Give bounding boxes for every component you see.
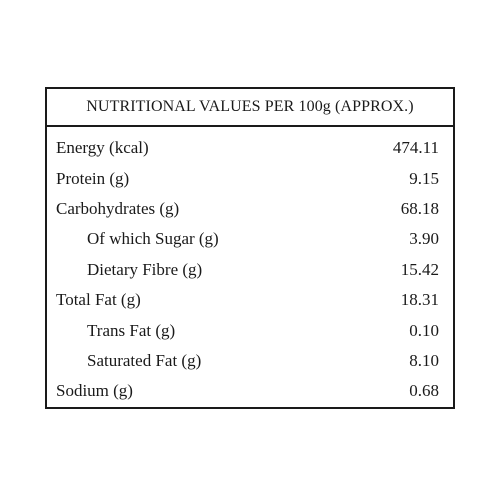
nutrient-value: 15.42 [400, 259, 439, 279]
nutrient-value: 68.18 [400, 198, 439, 218]
nutrient-value: 9.15 [409, 168, 439, 188]
nutrient-label: Carbohydrates (g) [56, 198, 180, 218]
nutrition-table: NUTRITIONAL VALUES PER 100g (APPROX.) En… [45, 87, 455, 409]
table-title: NUTRITIONAL VALUES PER 100g (APPROX.) [47, 89, 453, 127]
nutrient-label: Saturated Fat (g) [87, 350, 202, 370]
row-dietary-fibre: Dietary Fibre (g) 15.42 [47, 255, 453, 285]
nutrient-label: Sodium (g) [56, 381, 133, 401]
row-sodium: Sodium (g) 0.68 [47, 376, 453, 406]
row-carbohydrates: Carbohydrates (g) 68.18 [47, 194, 453, 224]
nutrient-label: Trans Fat (g) [87, 320, 176, 340]
nutrition-rows: Energy (kcal) 474.11 Protein (g) 9.15 Ca… [47, 127, 453, 407]
nutrient-label: Total Fat (g) [56, 290, 141, 310]
row-protein: Protein (g) 9.15 [47, 163, 453, 193]
row-trans-fat: Trans Fat (g) 0.10 [47, 315, 453, 345]
row-sugar: Of which Sugar (g) 3.90 [47, 224, 453, 254]
nutrient-label: Protein (g) [56, 168, 130, 188]
nutrient-label: Of which Sugar (g) [87, 229, 219, 249]
nutrient-value: 474.11 [392, 138, 439, 158]
nutrient-value: 8.10 [409, 350, 439, 370]
row-saturated-fat: Saturated Fat (g) 8.10 [47, 346, 453, 376]
row-total-fat: Total Fat (g) 18.31 [47, 285, 453, 315]
nutrient-value: 3.90 [409, 229, 439, 249]
nutrient-value: 0.68 [409, 381, 439, 401]
nutrient-value: 0.10 [409, 320, 439, 340]
nutrient-label: Dietary Fibre (g) [87, 259, 203, 279]
nutrient-value: 18.31 [400, 290, 439, 310]
nutrient-label: Energy (kcal) [56, 138, 149, 158]
row-energy: Energy (kcal) 474.11 [47, 133, 453, 163]
